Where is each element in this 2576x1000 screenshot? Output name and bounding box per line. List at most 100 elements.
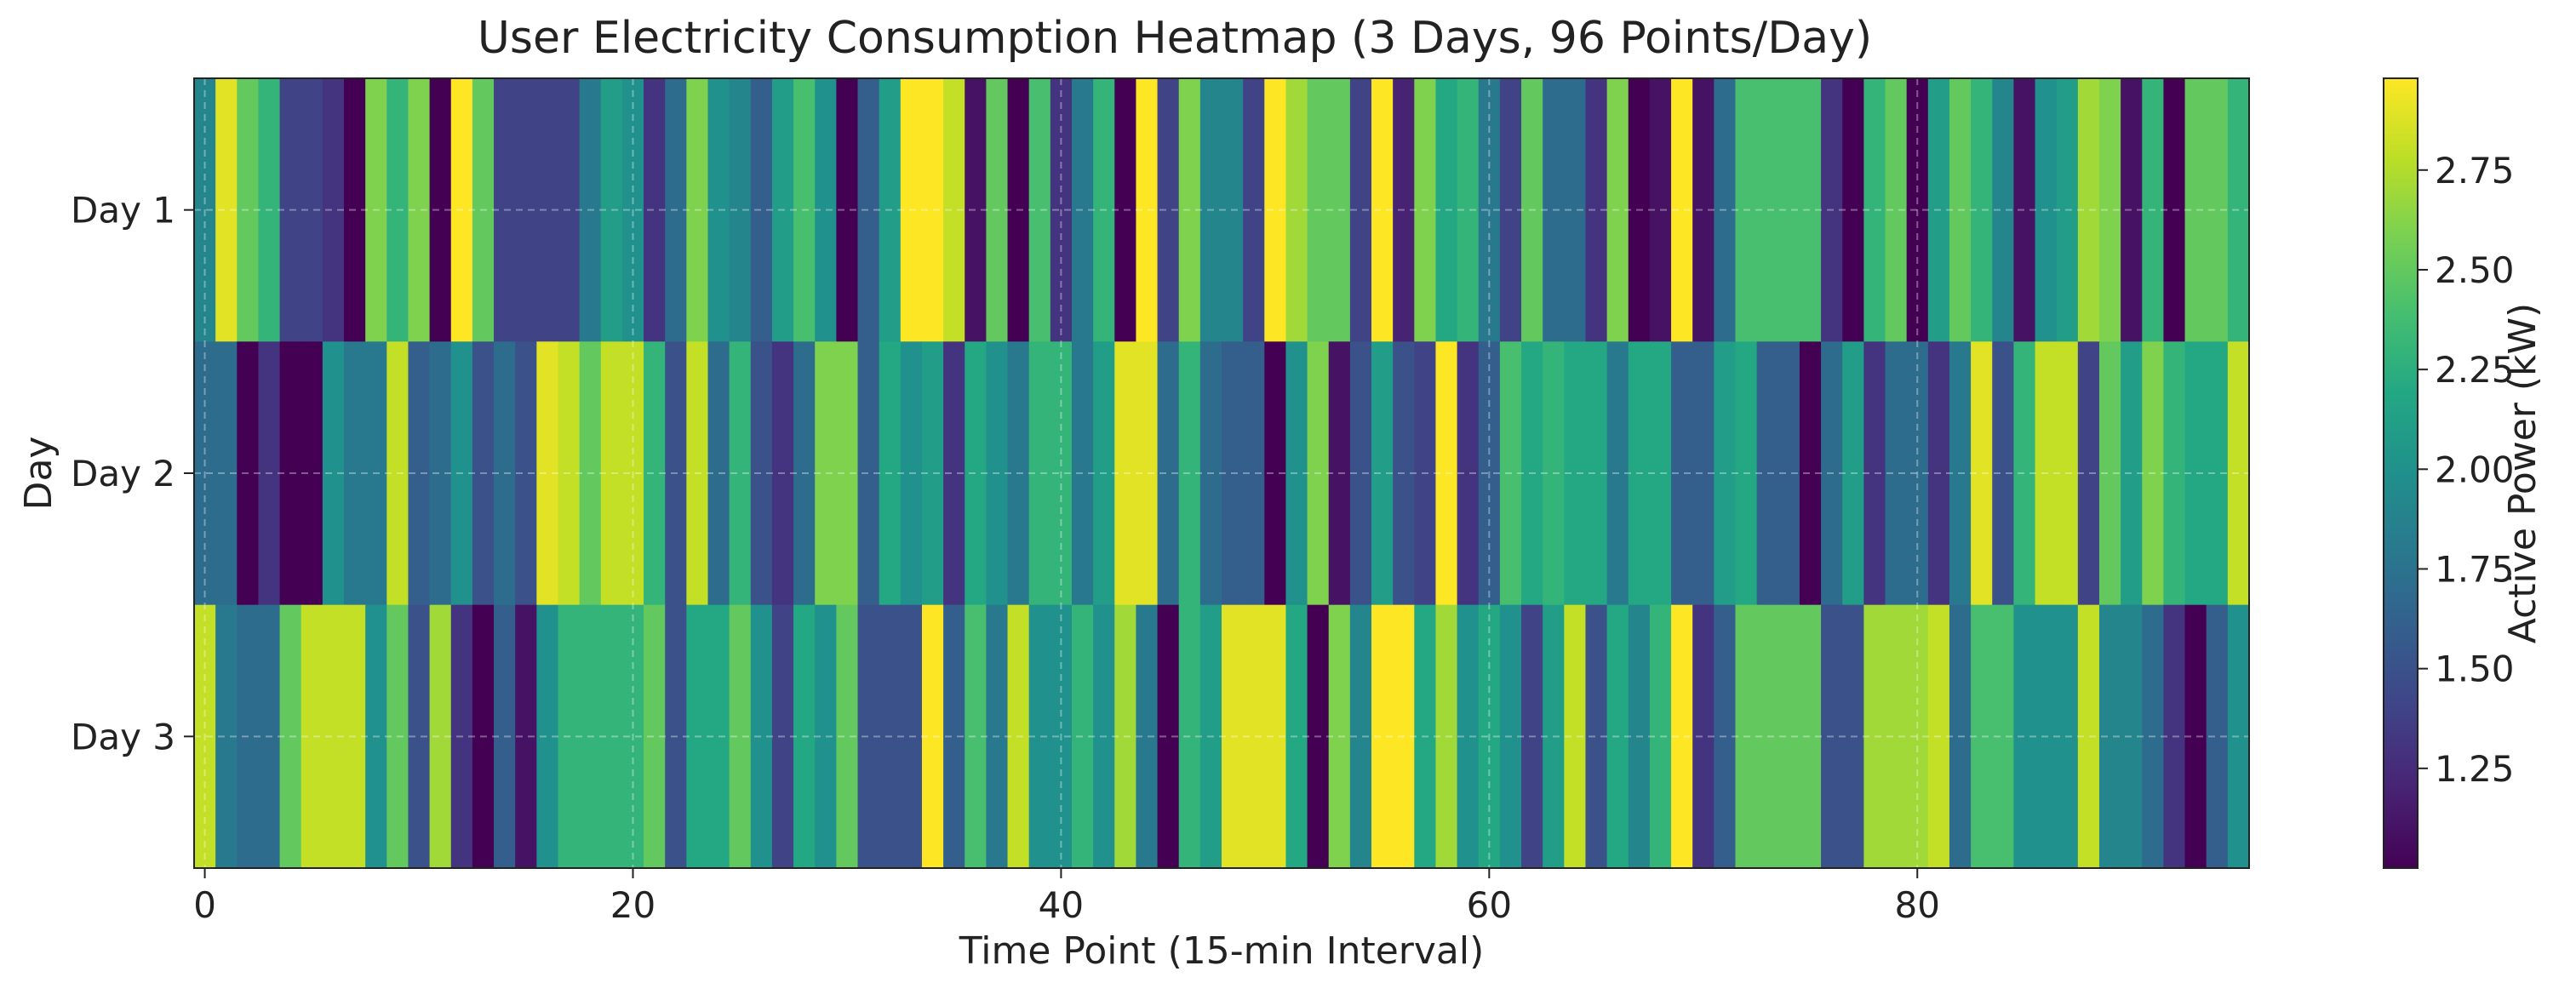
heatmap-cell <box>472 78 495 342</box>
x-tick-label: 0 <box>193 884 216 926</box>
heatmap-cell <box>1628 78 1651 342</box>
heatmap-cell <box>729 78 752 342</box>
heatmap-cell <box>1285 78 1308 342</box>
heatmap-cell <box>494 604 516 869</box>
heatmap-cell <box>1585 78 1608 342</box>
heatmap-cell <box>1606 341 1629 606</box>
heatmap-cell <box>1071 78 1094 342</box>
heatmap-cell <box>771 341 794 606</box>
heatmap-cell <box>1222 78 1244 342</box>
heatmap-cell <box>1714 341 1737 606</box>
heatmap-cell <box>344 604 366 869</box>
heatmap-cell <box>1435 78 1458 342</box>
heatmap-cell <box>194 78 216 342</box>
heatmap-cell <box>1222 604 1244 869</box>
heatmap-cell <box>665 341 687 606</box>
colorbar-tick-label: 2.25 <box>2435 349 2515 391</box>
heatmap-cell <box>515 604 537 869</box>
heatmap-cell <box>258 341 281 606</box>
heatmap-cell <box>408 604 431 869</box>
heatmap-cell <box>1863 604 1886 869</box>
heatmap-cell <box>2163 604 2186 869</box>
heatmap-cell <box>921 341 944 606</box>
y-tick-label: Day 1 <box>71 190 175 231</box>
heatmap-cell <box>344 78 366 342</box>
heatmap-cell <box>879 341 902 606</box>
x-axis: 0 20 40 60 80 <box>193 868 1940 926</box>
heatmap-cell <box>579 78 602 342</box>
heatmap-cell <box>644 341 666 606</box>
heatmap-cell <box>2206 78 2229 342</box>
heatmap-cell <box>600 604 623 869</box>
heatmap-cell <box>194 341 216 606</box>
heatmap-cell <box>750 341 773 606</box>
heatmap-cell <box>1756 341 1779 606</box>
heatmap-cell <box>2056 604 2079 869</box>
heatmap-cell <box>1671 341 1693 606</box>
heatmap-cell <box>1777 604 1800 869</box>
heatmap-cell <box>344 341 366 606</box>
heatmap-cell <box>986 604 1009 869</box>
heatmap-cell <box>1799 341 1822 606</box>
heatmap-cell <box>1007 341 1030 606</box>
heatmap-cell <box>1777 78 1800 342</box>
heatmap-cell <box>1821 78 1843 342</box>
heatmap-cell <box>1992 78 2014 342</box>
heatmap-cell <box>536 604 559 869</box>
heatmap-cell <box>1671 78 1693 342</box>
heatmap-cell <box>921 78 944 342</box>
heatmap-cell <box>621 78 644 342</box>
heatmap-cell <box>1885 604 1908 869</box>
heatmap-cell <box>2035 78 2058 342</box>
heatmap-cell <box>1885 78 1908 342</box>
heatmap-cell <box>1649 78 1672 342</box>
heatmap-cell <box>2163 78 2186 342</box>
heatmap-cell <box>793 78 816 342</box>
colorbar-tick-label: 1.75 <box>2435 548 2515 590</box>
heatmap-cell <box>536 341 559 606</box>
heatmap-cell <box>1093 78 1115 342</box>
heatmap-cell <box>2206 604 2229 869</box>
heatmap-cell <box>1414 341 1437 606</box>
heatmap-cell <box>258 78 281 342</box>
heatmap-cell <box>1136 78 1159 342</box>
heatmap-cell <box>2098 604 2121 869</box>
heatmap-cell <box>237 604 260 869</box>
heatmap-cell <box>1863 341 1886 606</box>
heatmap-cell <box>686 604 709 869</box>
heatmap-cell <box>857 78 880 342</box>
heatmap-cell <box>686 341 709 606</box>
heatmap-cell <box>2142 341 2165 606</box>
heatmap-cell <box>1028 78 1051 342</box>
heatmap-cell <box>857 604 880 869</box>
colorbar-tick-label: 1.25 <box>2435 748 2515 790</box>
heatmap-cell <box>1007 78 1030 342</box>
heatmap-cell <box>1414 78 1437 342</box>
heatmap-cell <box>1821 341 1843 606</box>
heatmap-cell <box>1307 341 1330 606</box>
heatmap-cell <box>1157 604 1180 869</box>
heatmap-cell <box>1050 604 1073 869</box>
heatmap-cell <box>1307 604 1330 869</box>
heatmap-cell <box>707 604 730 869</box>
heatmap-cell <box>1543 78 1565 342</box>
heatmap-cell <box>644 604 666 869</box>
heatmap-cell <box>1842 341 1864 606</box>
heatmap-cell <box>1264 341 1287 606</box>
heatmap-cell <box>2206 341 2229 606</box>
heatmap-cell <box>558 78 581 342</box>
heatmap-cell <box>1371 341 1394 606</box>
heatmap-cell <box>1478 341 1501 606</box>
heatmap-cell <box>1499 78 1522 342</box>
heatmap-cell <box>1264 604 1287 869</box>
heatmap-cell <box>2184 78 2207 342</box>
heatmap-cell <box>2142 78 2165 342</box>
colorbar-label: Active Power (kW) <box>2501 303 2545 643</box>
heatmap-cell <box>450 78 473 342</box>
heatmap-cell <box>815 78 837 342</box>
heatmap-cell <box>1114 604 1137 869</box>
heatmap-cell <box>1564 604 1587 869</box>
heatmap-cell <box>2013 604 2036 869</box>
y-axis-label: Day <box>17 437 60 511</box>
heatmap-cell <box>1349 604 1372 869</box>
